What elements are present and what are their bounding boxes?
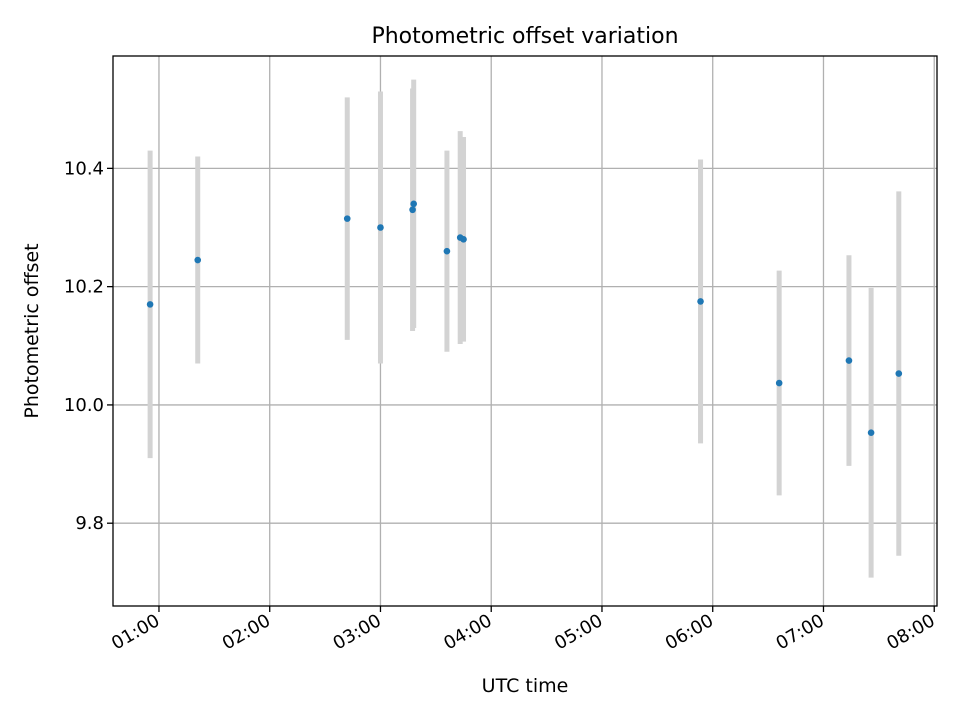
y-tick-label: 9.8 [75,513,104,534]
x-tick-label: 05:00 [551,610,606,654]
data-point [895,370,903,377]
y-tick-label: 10.4 [64,158,104,179]
x-tick-label: 04:00 [440,610,495,654]
error-bars [147,79,902,578]
data-point [443,247,451,255]
data-point [775,379,783,387]
x-tick-label: 08:00 [883,610,938,654]
data-points [146,200,903,437]
data-point [845,357,853,364]
y-tick-label: 10.2 [64,277,104,298]
data-point [409,206,416,214]
ticks: 01:00 02:00 03:00 04:00 05:00 06:00 07:00 08:00… [64,158,939,654]
data-point [377,224,384,231]
x-tick-label: 02:00 [219,610,274,654]
x-axis-label: UTC time [482,675,569,697]
data-point [460,236,467,243]
data-point [867,429,875,437]
data-point [194,256,202,264]
plot-frame [112,55,938,607]
chart-title: Photometric offset variation [371,24,678,49]
x-tick-label: 07:00 [773,610,828,654]
data-point [343,215,351,222]
x-tick-label: 06:00 [662,610,717,654]
data-point [697,298,704,305]
data-point [410,200,417,208]
grid [113,56,937,606]
y-tick-label: 10.0 [64,395,104,416]
data-point [146,301,154,308]
x-tick-label: 01:00 [108,610,163,654]
y-axis-label: Photometric offset [21,243,43,418]
x-tick-label: 03:00 [330,610,385,654]
